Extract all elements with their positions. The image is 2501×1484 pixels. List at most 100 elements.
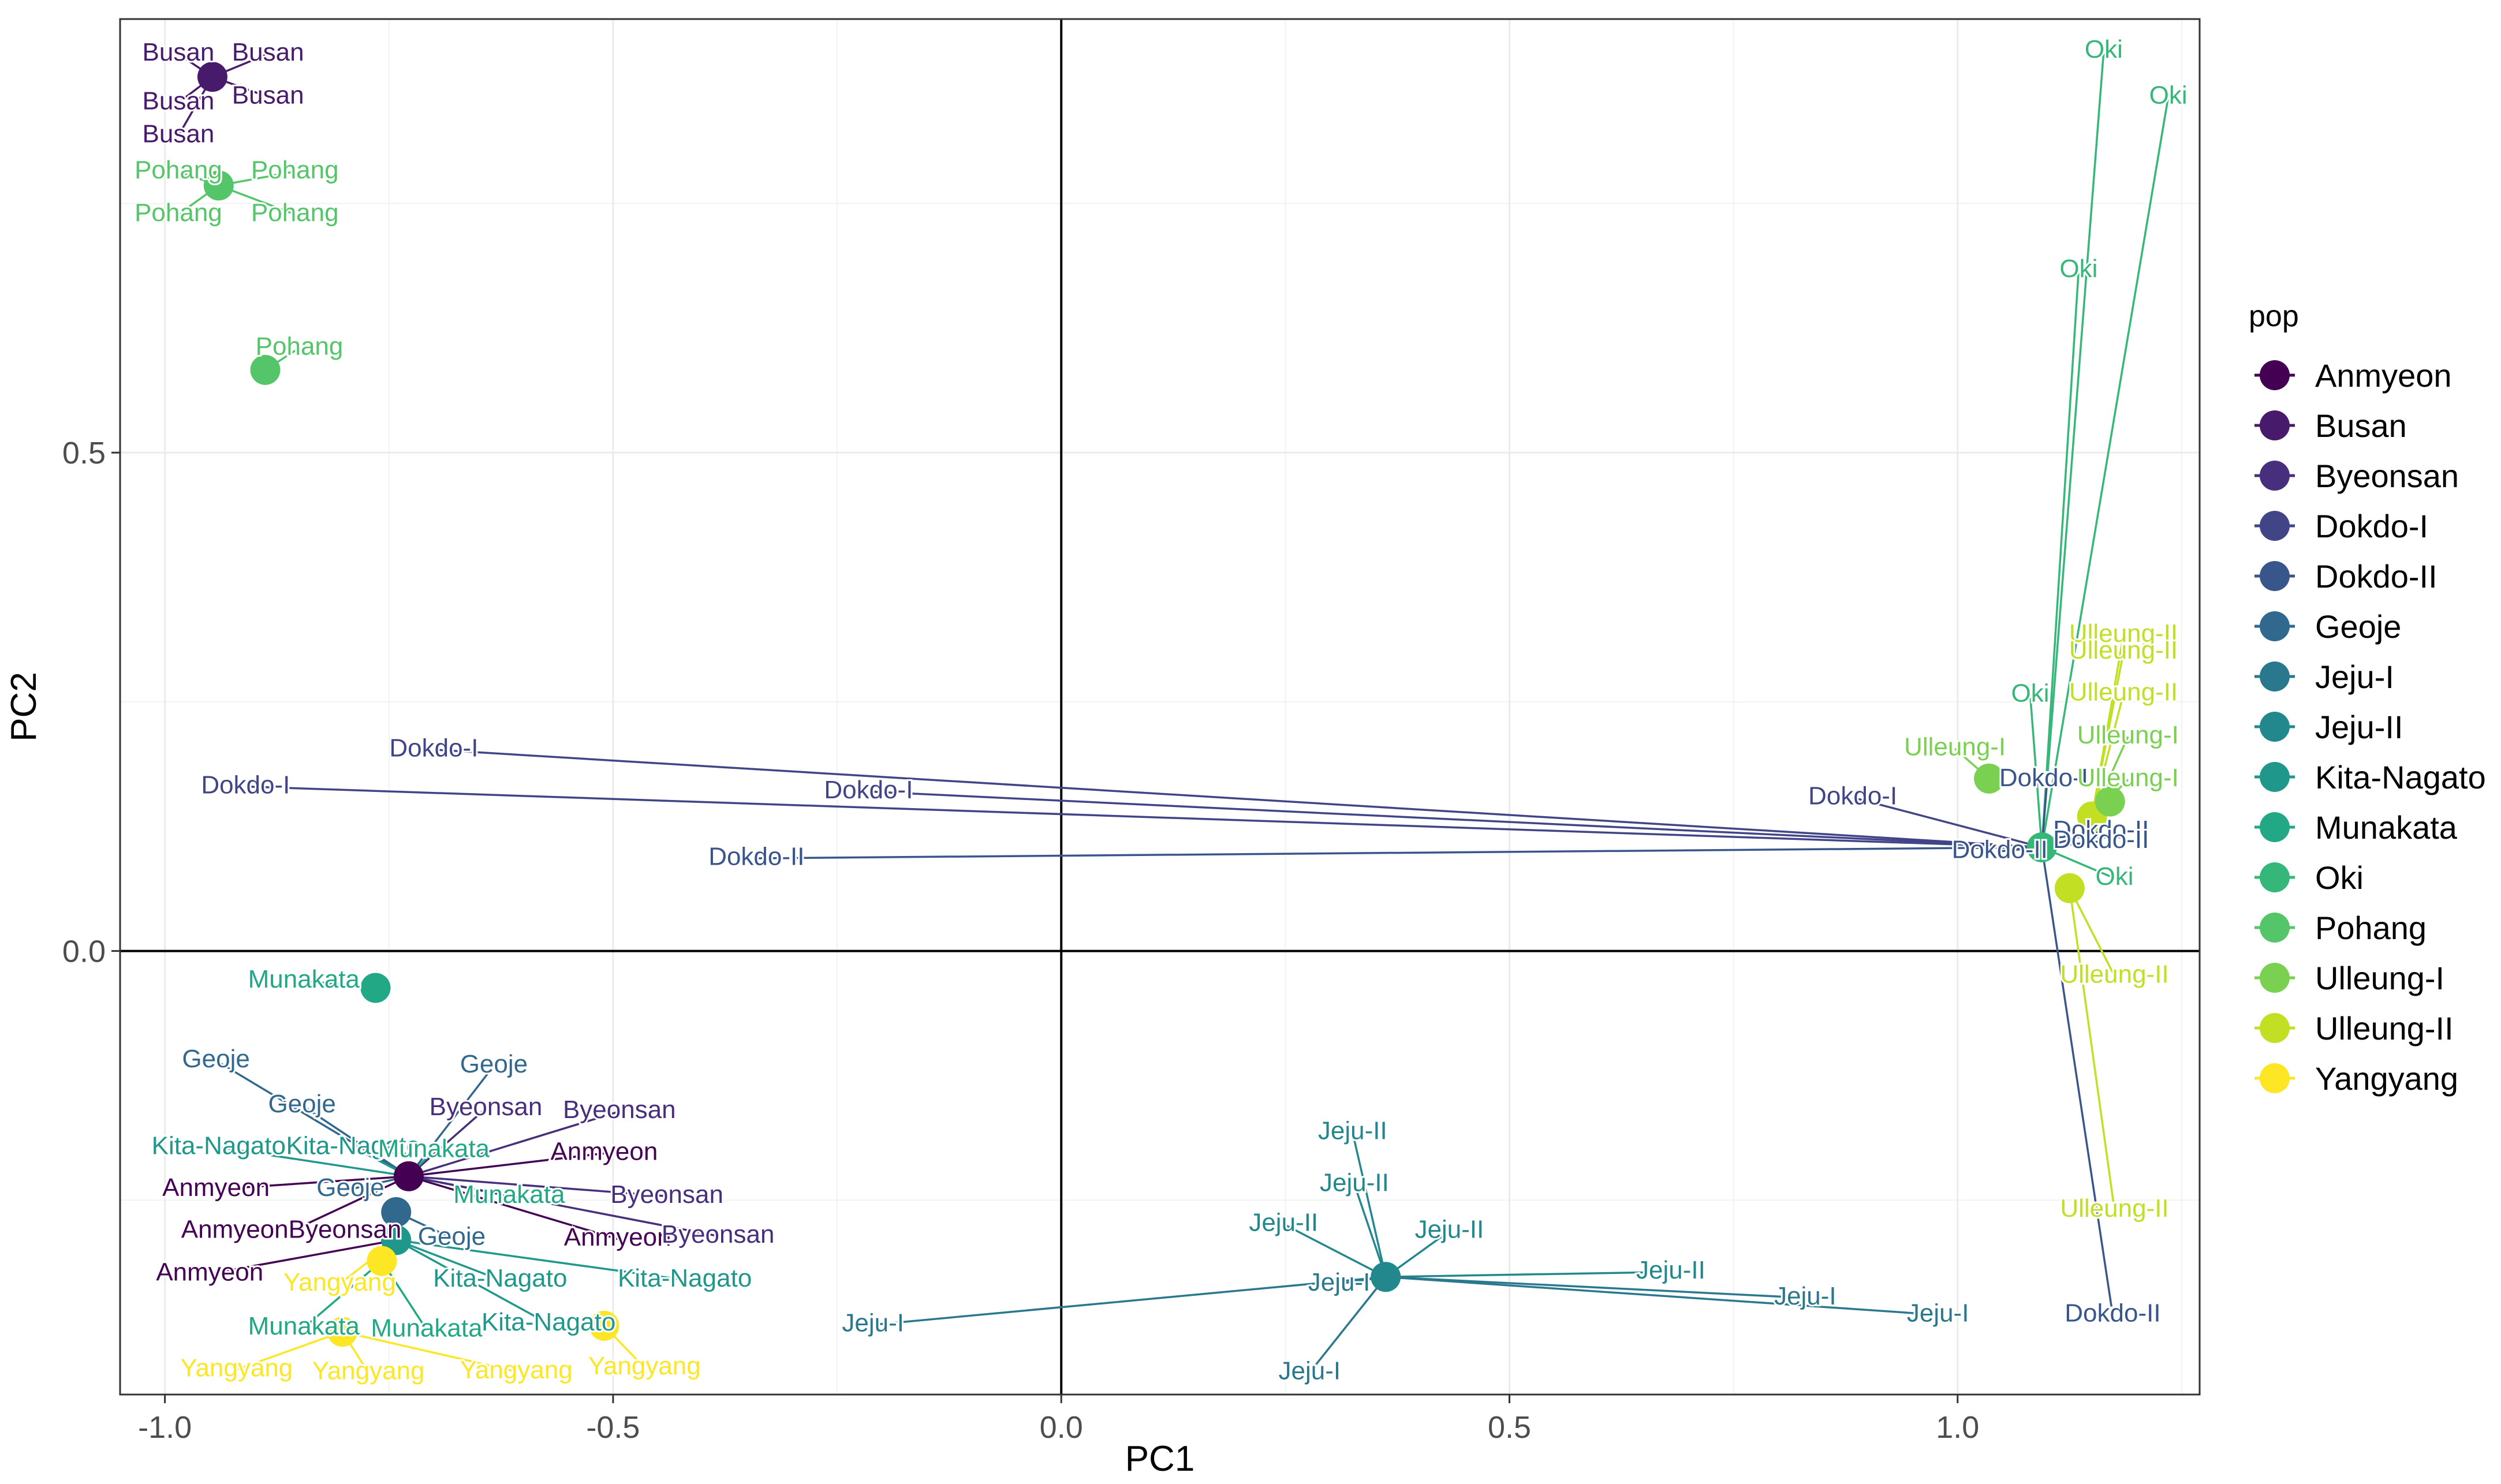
point-label: Dokdo-II xyxy=(2053,816,2149,844)
label-segment xyxy=(395,1239,549,1325)
x-tick-label: 1.0 xyxy=(1936,1410,1979,1445)
label-segment xyxy=(303,1260,383,1329)
point-label: Anmyeon xyxy=(156,1258,263,1287)
label-segment xyxy=(1283,1223,1387,1278)
legend-key-point xyxy=(2260,410,2290,440)
legend-label-oki: Oki xyxy=(2315,859,2364,896)
legend-label-munakata: Munakata xyxy=(2315,809,2458,846)
point-pohang xyxy=(250,354,281,385)
label-segment xyxy=(873,1276,1386,1326)
label-segment xyxy=(245,785,2042,848)
point-yangyang xyxy=(327,1317,358,1347)
point-label: Jeju-II xyxy=(1249,1208,1318,1236)
legend-key-point xyxy=(2260,762,2290,792)
point-label: Byeonsan xyxy=(662,1220,775,1248)
label-segment xyxy=(2069,887,2116,977)
x-tick-label: 0.0 xyxy=(1040,1410,1083,1445)
label-segment xyxy=(216,1175,409,1191)
x-axis-title: PC1 xyxy=(1125,1439,1195,1479)
point-label: Pohang xyxy=(251,199,339,227)
legend: pop Anmyeon Busan Byeonsan Dokdo-I Dokdo-II G… xyxy=(2249,300,2486,1097)
point-label: Pohang xyxy=(256,332,344,360)
legend-key-point xyxy=(2260,661,2290,691)
point-label: Munakata xyxy=(371,1314,483,1342)
point-label: Jeju-II xyxy=(1318,1116,1387,1145)
point-label: Dokdo-II xyxy=(1952,836,2048,864)
point-label: Jeju-II xyxy=(1415,1215,1484,1243)
point-label: Dokdo-I xyxy=(824,776,913,804)
legend-label-jeju-i: Jeju-I xyxy=(2315,659,2394,695)
label-segment xyxy=(2041,51,2105,848)
legend-label-byeonsan: Byeonsan xyxy=(2315,458,2459,494)
y-axis-title: PC2 xyxy=(4,672,44,742)
legend-key-point xyxy=(2260,712,2290,742)
point-label: Byeonsan xyxy=(430,1093,543,1121)
label-segment xyxy=(756,846,2042,859)
point-label: Ulleung-I xyxy=(2077,721,2179,749)
point-label: Anmyeon xyxy=(550,1138,658,1166)
point-label: Kita-Nagato xyxy=(481,1308,615,1336)
point-label: Dokdo-I xyxy=(1808,782,1897,810)
x-tick-label: -0.5 xyxy=(586,1410,640,1445)
point-label: Kita-Nagato xyxy=(433,1264,567,1292)
point-ulleung-i xyxy=(1974,763,2004,794)
data-points xyxy=(197,62,2125,1347)
label-segment xyxy=(2029,694,2043,848)
point-ulleung-i xyxy=(2095,786,2125,817)
point-busan xyxy=(197,62,227,92)
point-label: Munakata xyxy=(453,1180,565,1209)
legend-label-jeju-ii: Jeju-II xyxy=(2315,709,2403,745)
point-label: Jeju-I xyxy=(1308,1268,1371,1296)
point-label: Dokdo-II xyxy=(2065,1299,2160,1327)
point-label: Oki xyxy=(2011,679,2050,707)
legend-label-pohang: Pohang xyxy=(2315,910,2427,946)
point-label: Dokdo-II xyxy=(708,843,804,871)
reference-lines xyxy=(120,19,2200,1395)
point-munakata xyxy=(360,973,391,1003)
point-oki xyxy=(2026,832,2057,862)
point-label: Ulleung-II xyxy=(2060,960,2168,988)
point-label: Busan xyxy=(232,81,304,109)
legend-label-ulleung-i: Ulleung-I xyxy=(2315,960,2444,996)
legend-key-point xyxy=(2260,862,2290,892)
legend-label-busan: Busan xyxy=(2315,408,2407,444)
point-label: Yangyang xyxy=(180,1354,293,1382)
point-label: Geoje xyxy=(268,1090,335,1118)
point-label: Ulleung-II xyxy=(2069,678,2178,707)
point-label: Pohang xyxy=(135,156,222,184)
point-label: Geoje xyxy=(182,1045,249,1073)
point-label: Jeju-I xyxy=(1907,1299,1969,1327)
x-tick-label: -1.0 xyxy=(138,1410,192,1445)
point-label: Ulleung-I xyxy=(2077,764,2179,792)
panel-border xyxy=(119,18,2201,1396)
label-segment xyxy=(2040,270,2080,848)
legend-key-point xyxy=(2260,1063,2290,1093)
label-segment xyxy=(408,1065,495,1177)
point-label: Yangyang xyxy=(283,1268,396,1296)
point-label: Dokdo-II xyxy=(1999,764,2095,792)
legend-label-kita-nagato: Kita-Nagato xyxy=(2315,759,2486,795)
point-label: Yangyang xyxy=(312,1357,425,1385)
legend-key-point xyxy=(2260,561,2290,591)
label-segment xyxy=(215,1060,409,1178)
point-label: Kita-Nagato xyxy=(618,1264,752,1292)
label-segment xyxy=(1386,1276,1938,1316)
point-label: Munakata xyxy=(378,1135,490,1163)
point-pohang xyxy=(203,170,234,201)
point-label: AnmyeonByeonsan xyxy=(181,1215,402,1243)
legend-key-point xyxy=(2260,511,2290,541)
legend-key-point xyxy=(2260,611,2290,641)
legend-key-point xyxy=(2260,963,2290,993)
label-segment xyxy=(218,1146,409,1178)
point-label: Munakata xyxy=(248,965,360,993)
point-label: Byeonsan xyxy=(610,1180,723,1209)
label-segment xyxy=(290,1175,409,1232)
point-label: Jeju-II xyxy=(1320,1168,1389,1197)
label-segment xyxy=(1386,1276,1805,1299)
point-label: Munakata xyxy=(248,1312,360,1340)
y-tick-label: 0.0 xyxy=(62,934,106,969)
point-yangyang xyxy=(589,1310,619,1341)
point-label: Geoje xyxy=(418,1223,486,1251)
point-labels: Busan Busan Busan Busan Busan Pohang Pohang Poh… xyxy=(133,33,2189,1387)
